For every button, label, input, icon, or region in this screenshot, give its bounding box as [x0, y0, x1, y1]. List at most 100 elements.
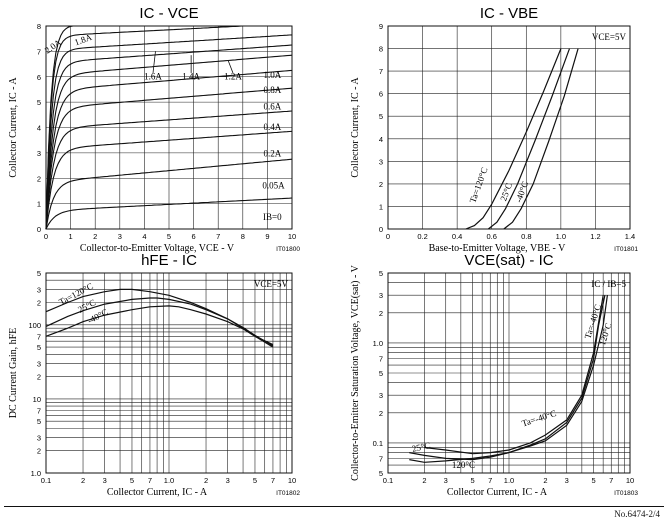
y-axis-label: Collector-to-Emitter Saturation Voltage,…: [350, 264, 361, 480]
y-tick-label: 2: [379, 309, 383, 318]
series-line: [45, 87, 293, 230]
y-tick-label: 7: [37, 406, 41, 415]
x-tick-label: 1.4: [625, 232, 635, 241]
y-tick-label: 8: [379, 45, 383, 54]
figure-code: IT01803: [614, 490, 638, 497]
x-tick-label: 2: [204, 476, 208, 485]
footer-page-number: No.6474-2/4: [614, 509, 660, 519]
y-tick-label: 3: [37, 149, 41, 158]
x-tick-label: 10: [626, 476, 634, 485]
x-tick-label: 2: [93, 232, 97, 241]
annotation-arrow: [152, 51, 156, 73]
x-axis-label: Collector Current, IC - A: [447, 487, 548, 498]
curve-label: 0.2A: [263, 149, 281, 159]
curve-label: 120°C: [452, 460, 475, 470]
y-tick-label: 2: [379, 409, 383, 418]
x-axis-label: Base-to-Emitter Voltage, VBE - V: [429, 243, 567, 254]
y-tick-label: 0.1: [373, 439, 383, 448]
series-line: [45, 44, 293, 230]
chart-title: VCE(sat) - IC: [464, 252, 553, 269]
x-tick-label: 8: [241, 232, 245, 241]
x-tick-label: 3: [103, 476, 107, 485]
chart-title: IC - VCE: [139, 5, 198, 22]
x-tick-label: 3: [444, 476, 448, 485]
y-axis-label: Collector Current, IC - A: [8, 77, 19, 178]
x-tick-label: 10: [288, 476, 296, 485]
y-tick-label: 9: [379, 22, 383, 31]
y-axis-label: DC Current Gain, hFE: [8, 328, 19, 419]
y-tick-label: 7: [379, 67, 383, 76]
chart-ic_vbe: 0 0.2 0.4 0.6 0.8 1.0 1.2 1.4 0 1 2 3 4 5 6 7 8 9 Base-to-…: [350, 5, 638, 254]
x-tick-label: 9: [265, 232, 269, 241]
y-axis-label: Collector Current, IC - A: [350, 77, 361, 178]
y-tick-label: 5: [379, 369, 383, 378]
y-tick-label: 5: [37, 98, 41, 107]
x-tick-label: 3: [226, 476, 230, 485]
y-tick-label: 10: [33, 395, 41, 404]
y-tick-label: 6: [37, 73, 41, 82]
y-tick-label: 4: [37, 124, 41, 133]
y-tick-label: 0: [37, 225, 41, 234]
y-tick-label: 2: [379, 180, 383, 189]
x-tick-label: 2: [422, 476, 426, 485]
curve-label: 0.05A: [262, 180, 285, 190]
curve-label: 1.2A: [224, 71, 242, 81]
y-tick-label: 3: [37, 434, 41, 443]
series-line: [465, 48, 562, 230]
y-tick-label: 5: [379, 469, 383, 478]
x-axis-label: Collector-to-Emitter Voltage, VCE - V: [80, 243, 235, 254]
curve-label: 25°C: [411, 440, 431, 454]
x-tick-label: 2: [81, 476, 85, 485]
x-tick-label: 5: [130, 476, 134, 485]
curve-label: 25°C: [498, 181, 514, 202]
y-tick-label: 0: [379, 225, 383, 234]
test-condition: VCE=5V: [592, 32, 627, 42]
x-tick-label: 7: [488, 476, 492, 485]
y-tick-label: 2: [37, 373, 41, 382]
y-tick-label: 3: [37, 285, 41, 294]
x-tick-label: 0.2: [417, 232, 427, 241]
chart-title: hFE - IC: [141, 252, 197, 269]
x-tick-label: 10: [288, 232, 296, 241]
series-line: [45, 110, 293, 230]
series-line: [409, 295, 608, 463]
x-tick-label: 0.1: [41, 476, 51, 485]
x-tick-label: 5: [167, 232, 171, 241]
x-tick-label: 0.6: [486, 232, 496, 241]
chart-vce_sat: 0.1 2 3 5 7 1.0 2 3 5 7 10 5 7 0.1 2 3 5 7 1.0 2 3 5 Collector…: [350, 252, 638, 498]
x-tick-label: 5: [470, 476, 474, 485]
chart-ic_vce: 0 1 2 3 4 5 6 7 8 9 10 0 1 2 3 4 5 6 7 8 Collector-to-Emitte…: [8, 5, 300, 254]
x-tick-label: 0.4: [452, 232, 462, 241]
curve-label: Ta=-40°C: [521, 408, 558, 428]
x-tick-label: 4: [142, 232, 146, 241]
footer-rule: [4, 506, 664, 507]
y-tick-label: 1: [379, 202, 383, 211]
y-tick-label: 4: [379, 135, 383, 144]
curve-label: 1.0A: [263, 70, 281, 80]
chart-title: IC - VBE: [480, 5, 538, 22]
series-line: [45, 54, 293, 230]
x-tick-label: 1.0: [164, 476, 174, 485]
x-tick-label: 3: [118, 232, 122, 241]
test-condition: VCE=5V: [254, 279, 289, 289]
x-tick-label: 7: [271, 476, 275, 485]
curve-label: -40°C: [513, 180, 530, 204]
y-tick-label: 6: [379, 90, 383, 99]
series-line: [45, 25, 292, 230]
y-tick-label: 100: [28, 321, 41, 330]
series-line: [45, 130, 293, 230]
curve-label: 0.8A: [263, 85, 281, 95]
x-tick-label: 7: [148, 476, 152, 485]
y-tick-label: 3: [379, 157, 383, 166]
x-tick-label: 6: [192, 232, 196, 241]
curve-label: IB=0: [263, 212, 282, 222]
figure-code: IT01800: [276, 246, 300, 253]
x-tick-label: 5: [253, 476, 257, 485]
x-tick-label: 1.0: [556, 232, 566, 241]
series-line: [45, 197, 293, 230]
curve-label: 0.4A: [263, 122, 281, 132]
y-tick-label: 3: [379, 391, 383, 400]
series-line: [45, 69, 293, 230]
y-tick-label: 5: [379, 269, 383, 278]
